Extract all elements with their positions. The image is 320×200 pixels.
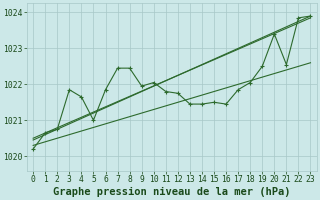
X-axis label: Graphe pression niveau de la mer (hPa): Graphe pression niveau de la mer (hPa) [53,186,291,197]
